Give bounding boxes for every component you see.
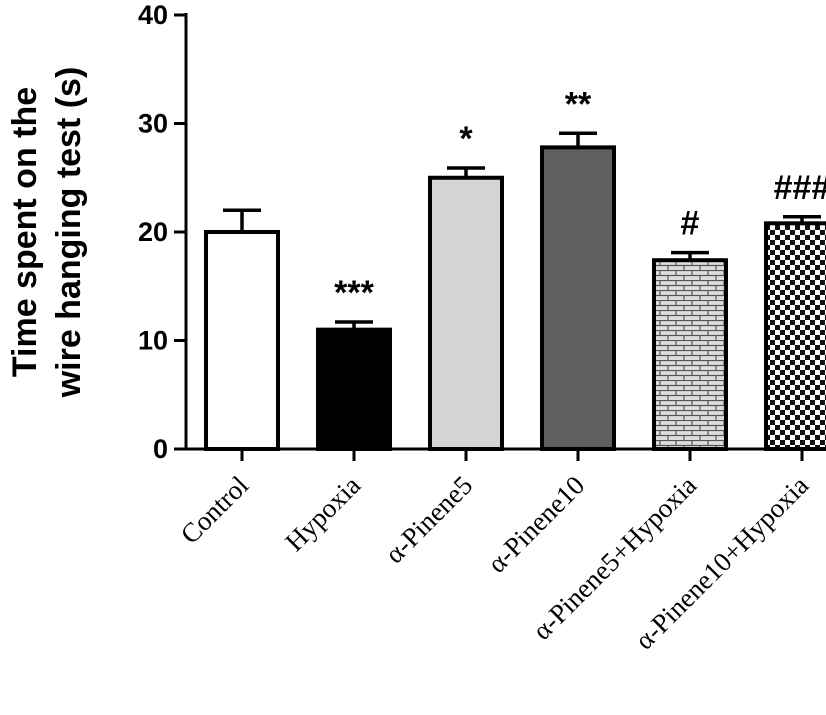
- y-tick-label: 0: [153, 434, 168, 464]
- y-tick-label: 40: [138, 0, 168, 30]
- y-axis-label-line-1: Time spent on the: [6, 87, 44, 377]
- y-tick-label: 30: [138, 109, 168, 139]
- significance-label: *: [459, 120, 473, 158]
- significance-label: **: [565, 85, 592, 123]
- x-tick-label: α-Pinene5: [379, 470, 478, 569]
- significance-labels: ******####: [334, 85, 826, 312]
- bar-3: [540, 145, 616, 451]
- x-ticks: Control Hypoxia α-Pinene5 α-Pinene10α-Pinen…: [175, 449, 814, 655]
- bar-2: [428, 175, 504, 451]
- x-tick-label: Control: [175, 470, 255, 550]
- bar-4: [652, 258, 728, 451]
- y-tick-label: 20: [138, 217, 168, 247]
- significance-label: ###: [774, 169, 826, 207]
- significance-label: ***: [334, 274, 374, 312]
- error-bars: [223, 131, 821, 330]
- bar-0: [204, 230, 280, 451]
- x-tick-label: Hypoxia: [279, 470, 366, 557]
- bars: [204, 145, 826, 451]
- y-tick-label: 10: [138, 326, 168, 356]
- bar-1: [316, 327, 392, 451]
- y-ticks: 0 10 20 30 40: [138, 0, 186, 464]
- x-tick-label: α-Pinene10: [482, 470, 591, 579]
- bar-5: [764, 221, 826, 451]
- y-axis-label: Time spent on the wire hanging test (s): [6, 67, 88, 399]
- significance-label: #: [681, 205, 700, 243]
- y-axis-label-line-2: wire hanging test (s): [50, 67, 88, 399]
